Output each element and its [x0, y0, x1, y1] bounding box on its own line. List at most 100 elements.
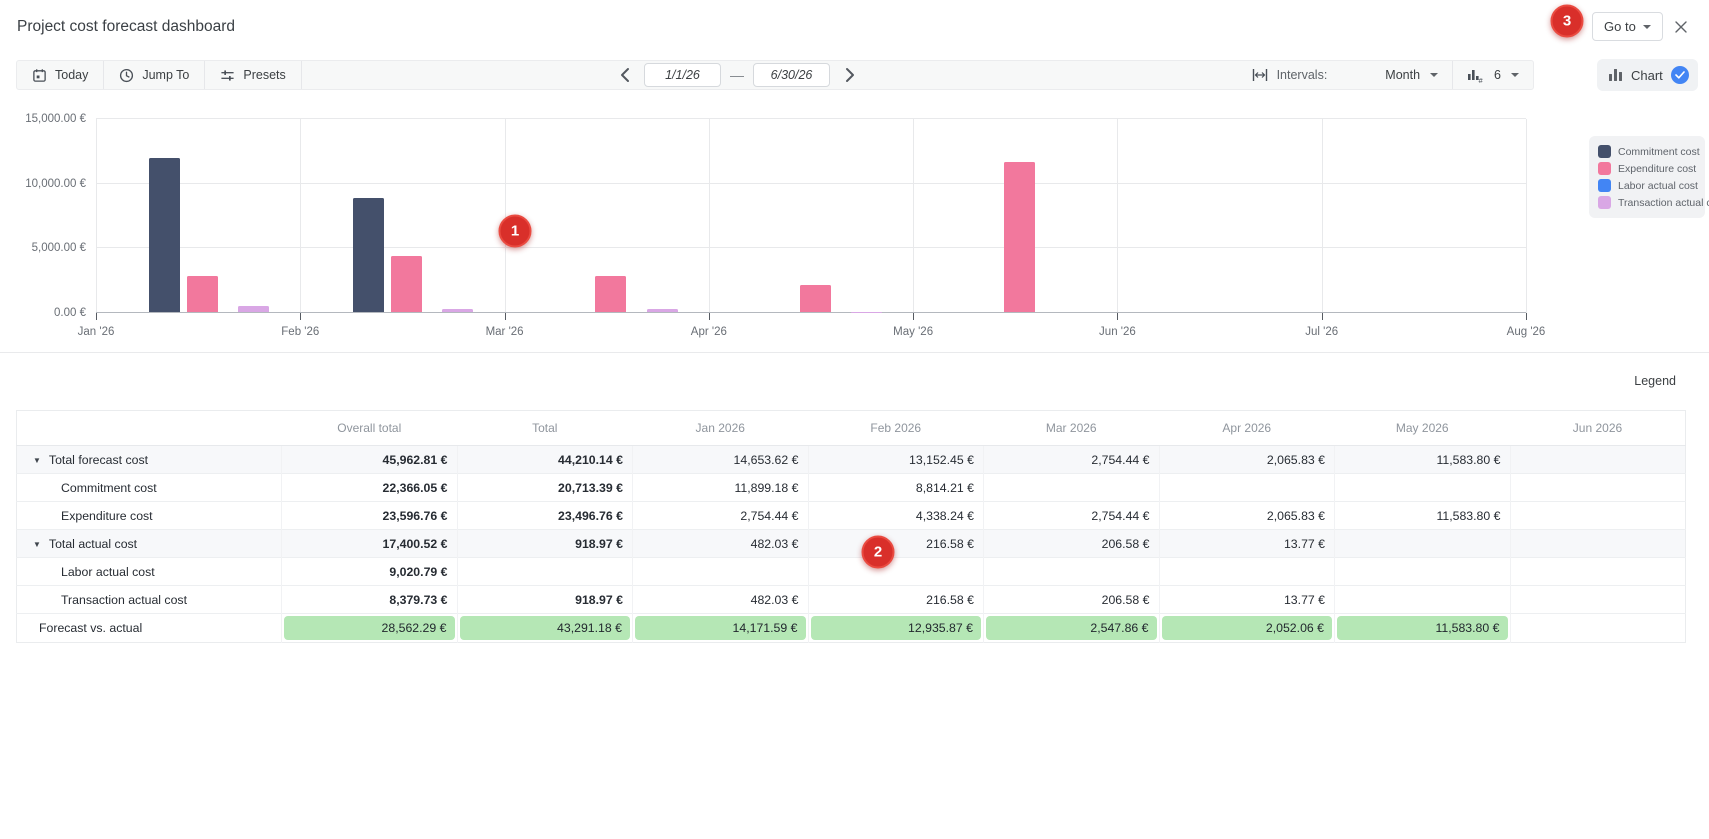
- column-header: Overall total: [281, 410, 457, 446]
- chart-axis-tick: [1321, 313, 1323, 320]
- interval-select[interactable]: Month: [1371, 61, 1452, 89]
- table-cell: 23,496.76 €: [457, 501, 633, 530]
- row-label: Expenditure cost: [16, 501, 282, 530]
- table-row-transaction-actual-cost: Transaction actual cost 8,379.73 €918.97 …: [16, 585, 1686, 614]
- toolbar-divider: [300, 61, 302, 89]
- bar-transaction-actual-cost-2[interactable]: [646, 309, 678, 312]
- x-axis-tick-label: Jul '26: [1305, 326, 1339, 338]
- collapse-triangle-icon[interactable]: ▼: [33, 539, 41, 549]
- table-cell: [632, 557, 809, 586]
- x-axis-tick-label: Mar '26: [485, 326, 524, 338]
- table-cell: [1510, 557, 1686, 586]
- collapse-triangle-icon[interactable]: ▼: [33, 455, 41, 465]
- table-cell: 14,653.62 €: [632, 445, 809, 474]
- table-cell: 11,583.80 €: [1334, 501, 1511, 530]
- go-to-button[interactable]: Go to: [1592, 12, 1663, 41]
- bar-count-select[interactable]: # 6: [1453, 61, 1533, 89]
- bar-transaction-actual-cost-0[interactable]: [237, 305, 269, 312]
- legend-item-transaction-actual-cost[interactable]: Transaction actual cost: [1598, 196, 1709, 209]
- table-cell: 918.97 €: [457, 529, 633, 558]
- table-row-forecast-vs-actual: Forecast vs. actual 28,562.29 €43,291.18 …: [16, 613, 1686, 643]
- highlight-value: 11,583.80 €: [1337, 616, 1508, 640]
- chevron-right-icon: [845, 68, 854, 82]
- row-label[interactable]: ▼ Total actual cost: [16, 529, 282, 558]
- chart-gridline-vertical: [1321, 119, 1323, 313]
- table-cell: 2,052.06 €: [1159, 613, 1335, 643]
- close-button[interactable]: [1668, 14, 1694, 40]
- x-axis-tick-label: Aug '26: [1506, 326, 1546, 338]
- table-cell: 2,065.83 €: [1159, 501, 1335, 530]
- legend-label: Expenditure cost: [1618, 162, 1697, 175]
- chart-gridline-vertical: [96, 119, 97, 313]
- bar-expenditure-cost-1[interactable]: [391, 255, 423, 312]
- date-range-separator: —: [730, 67, 744, 83]
- row-label[interactable]: ▼ Total forecast cost: [16, 445, 282, 474]
- table-cell: 9,020.79 €: [281, 557, 458, 586]
- toolbar-divider: [1452, 61, 1454, 89]
- chart-axis-tick: [913, 313, 915, 320]
- table-cell: [1334, 529, 1511, 558]
- row-label: Labor actual cost: [16, 557, 282, 586]
- chart-gridline-vertical: [913, 119, 915, 313]
- table-cell: [1510, 445, 1686, 474]
- chart-axis-tick: [1526, 313, 1527, 320]
- column-header: Apr 2026: [1159, 410, 1335, 446]
- table-row-total-forecast-cost: ▼ Total forecast cost 45,962.81 €44,210.14…: [16, 445, 1686, 474]
- table-cell: 17,400.52 €: [281, 529, 458, 558]
- table-cell: 20,713.39 €: [457, 473, 633, 502]
- legend-swatch: [1598, 145, 1611, 158]
- table-cell: [1510, 501, 1686, 530]
- legend-swatch: [1598, 196, 1611, 209]
- legend-item-commitment-cost[interactable]: Commitment cost: [1598, 145, 1700, 158]
- table-cell: 2,754.44 €: [983, 445, 1160, 474]
- highlight-value: 2,547.86 €: [986, 616, 1157, 640]
- previous-period-button[interactable]: [613, 62, 635, 88]
- x-axis-tick-label: May '26: [893, 326, 934, 338]
- toolbar-right-group: Intervals: Month # 6: [1252, 61, 1533, 89]
- chart-x-axis-labels: Jan '26 Feb '26 Mar '26 Apr '26 May '26 Jun '…: [78, 326, 1546, 342]
- highlight-value: 43,291.18 €: [459, 616, 630, 640]
- intervals-label: Intervals:: [1276, 68, 1328, 82]
- legend-swatch: [1598, 162, 1611, 175]
- table-cell: 206.58 €: [983, 529, 1160, 558]
- bar-commitment-cost-1[interactable]: [353, 198, 385, 312]
- table-legend-button[interactable]: Legend: [1634, 374, 1676, 388]
- y-axis-tick-label: 0.00 €: [54, 307, 86, 319]
- today-button[interactable]: Today: [17, 61, 103, 89]
- bar-commitment-cost-0[interactable]: [149, 158, 181, 312]
- table-cell: 43,291.18 €: [457, 613, 633, 643]
- table-cell: [1510, 585, 1686, 614]
- chevron-down-icon: [1511, 73, 1519, 81]
- column-header: May 2026: [1334, 410, 1510, 446]
- checked-toggle[interactable]: [1670, 66, 1689, 84]
- check-icon: [1674, 71, 1685, 79]
- table-cell: [1159, 557, 1335, 586]
- bar-transaction-actual-cost-1[interactable]: [442, 309, 474, 312]
- bar-count-icon: #: [1468, 69, 1484, 83]
- chart-plot-area: [96, 118, 1527, 320]
- chart-axis-tick: [504, 313, 506, 320]
- table-cell: 2,065.83 €: [1159, 445, 1335, 474]
- table-cell: [1510, 613, 1686, 643]
- svg-text:#: #: [1479, 76, 1484, 83]
- y-axis-tick-label: 5,000.00 €: [31, 242, 86, 255]
- legend-item-expenditure-cost[interactable]: Expenditure cost: [1598, 162, 1697, 175]
- date-to-input[interactable]: [753, 63, 830, 87]
- next-period-button[interactable]: [839, 62, 861, 88]
- toolbar-divider: [204, 61, 206, 89]
- bar-expenditure-cost-4[interactable]: [1004, 162, 1036, 312]
- table-cell: 216.58 €: [808, 529, 984, 558]
- row-label: Transaction actual cost: [16, 585, 282, 614]
- bar-expenditure-cost-0[interactable]: [186, 276, 218, 312]
- column-header: [16, 410, 282, 446]
- table-cell: 918.97 €: [457, 585, 633, 614]
- presets-button[interactable]: Presets: [205, 61, 300, 89]
- jump-to-button[interactable]: Jump To: [104, 61, 204, 89]
- table-cell: 8,814.21 €: [808, 473, 984, 502]
- table-header-row: Overall total Total Jan 2026 Feb 2026 Mar 20…: [16, 410, 1686, 446]
- bar-expenditure-cost-2[interactable]: [595, 276, 627, 312]
- date-from-input[interactable]: [644, 63, 721, 87]
- bar-expenditure-cost-3[interactable]: [799, 285, 831, 312]
- legend-item-labor-actual-cost[interactable]: Labor actual cost: [1598, 179, 1698, 192]
- chart-toggle-button[interactable]: Chart: [1597, 59, 1698, 91]
